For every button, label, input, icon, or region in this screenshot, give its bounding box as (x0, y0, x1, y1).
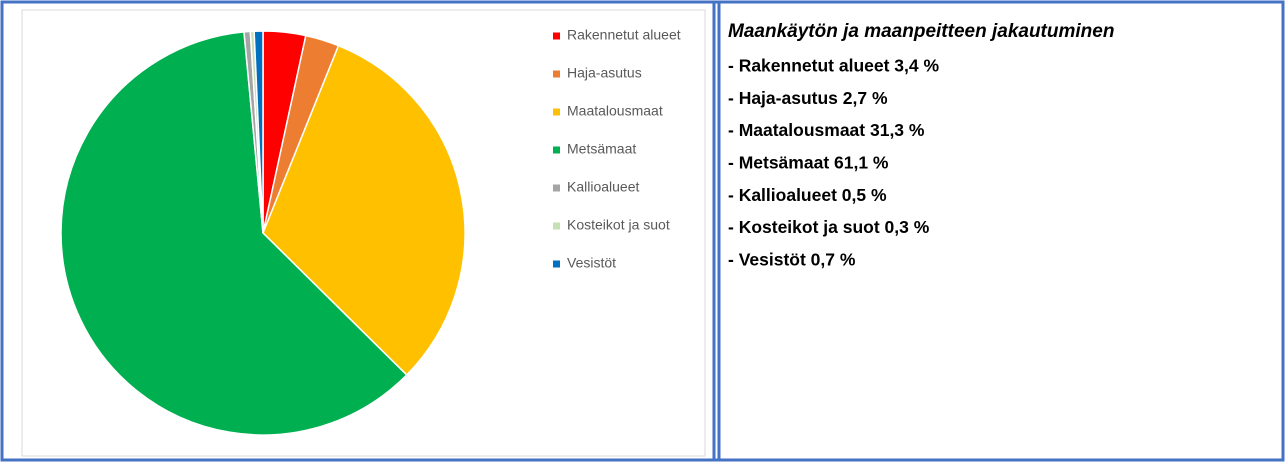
legend-swatch (553, 260, 560, 268)
panel-item: - Haja-asutus 2,7 % (728, 88, 888, 108)
panel-item: - Rakennetut alueet 3,4 % (728, 56, 939, 76)
legend-label: Maatalousmaat (567, 103, 663, 119)
panel-items: - Rakennetut alueet 3,4 % - Haja-asutus 2… (728, 56, 939, 270)
pie (60, 30, 466, 436)
pie-slice (60, 31, 408, 436)
pie-slice (262, 44, 466, 376)
panel-item: - Metsämaat 61,1 % (728, 153, 889, 173)
legend: Rakennetut alueet Haja-asutus Maatalousmaa… (553, 27, 681, 271)
legend-label: Vesistöt (567, 255, 616, 271)
legend-swatch (553, 222, 560, 230)
panel-item: - Vesistöt 0,7 % (728, 249, 856, 269)
panel-item: - Kosteikot ja suot 0,3 % (728, 217, 930, 237)
legend-swatch (553, 108, 560, 116)
pie-slice (253, 30, 264, 234)
legend-label: Rakennetut alueet (567, 27, 681, 43)
legend-label: Kosteikot ja suot (567, 217, 670, 233)
legend-label: Kallioalueet (567, 179, 639, 195)
panel-title: Maankäytön ja maanpeitteen jakautuminen (728, 21, 1114, 42)
legend-label: Haja-asutus (567, 65, 642, 81)
panel-item: - Maatalousmaat 31,3 % (728, 120, 925, 140)
legend-label: Metsämaat (567, 141, 636, 157)
legend-swatch (553, 70, 560, 78)
legend-swatch (553, 146, 560, 154)
panel-item: - Kallioalueet 0,5 % (728, 185, 887, 205)
legend-swatch (553, 184, 560, 192)
legend-swatch (553, 32, 560, 40)
